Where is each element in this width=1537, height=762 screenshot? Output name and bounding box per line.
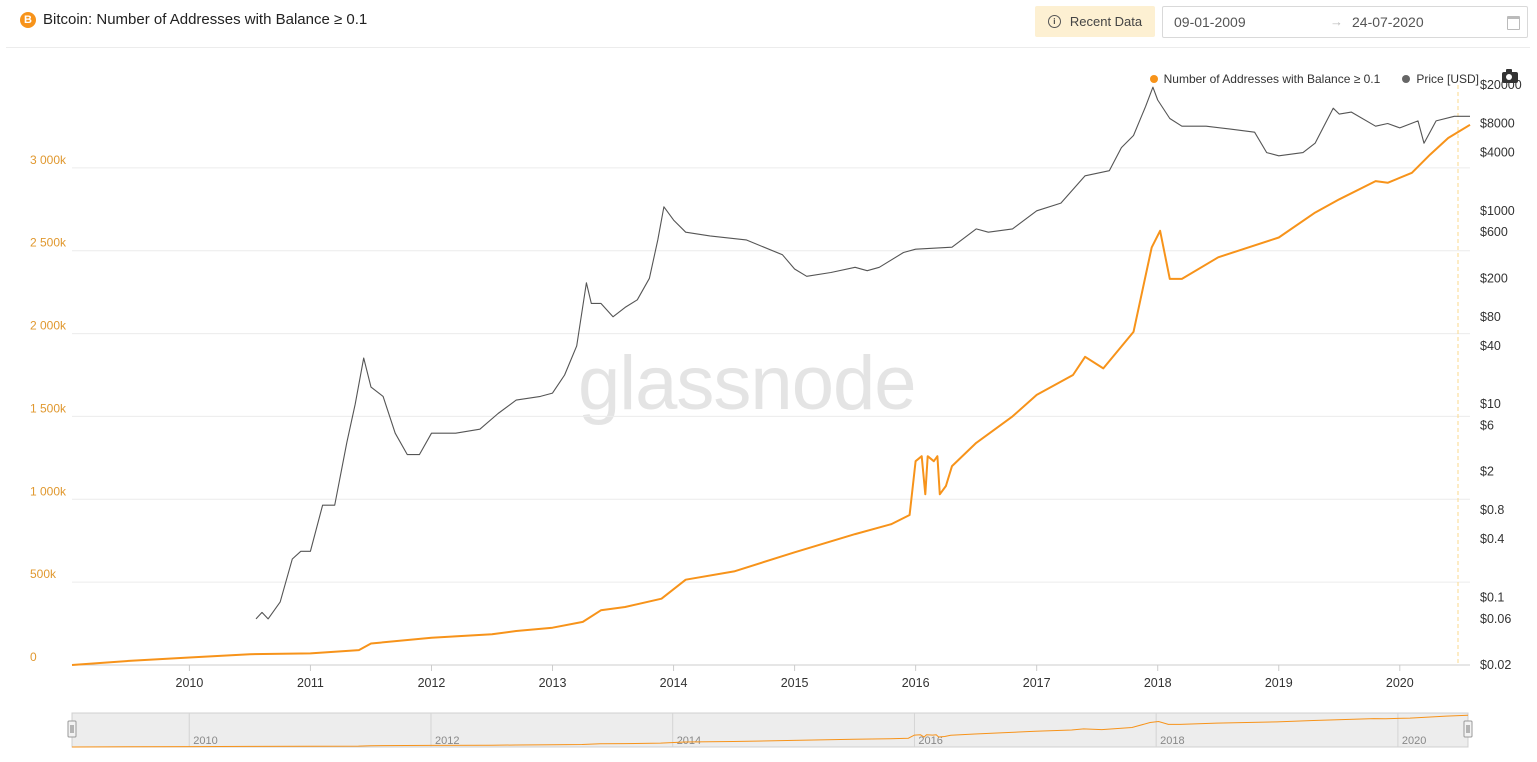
legend-label-price: Price [USD] bbox=[1416, 72, 1479, 86]
navigator-handle-left[interactable] bbox=[67, 720, 77, 738]
x-tick-label: 2016 bbox=[902, 676, 930, 690]
navigator-mask bbox=[71, 712, 1469, 748]
right-tick-label: $0.06 bbox=[1480, 612, 1511, 626]
right-tick-label: $1000 bbox=[1480, 204, 1515, 218]
page-title: Bitcoin: Number of Addresses with Balanc… bbox=[43, 11, 368, 28]
right-tick-label: $0.02 bbox=[1480, 658, 1511, 672]
x-tick-label: 2011 bbox=[297, 676, 324, 690]
left-tick-label: 1 500k bbox=[30, 401, 67, 415]
right-tick-label: $0.8 bbox=[1480, 503, 1504, 517]
calendar-icon[interactable] bbox=[1507, 16, 1520, 30]
navigator-tick-label: 2014 bbox=[677, 735, 701, 747]
range-navigator[interactable]: 2010 2012 2014 2016 2018 2020 bbox=[67, 712, 1473, 748]
date-range-picker[interactable]: → bbox=[1162, 6, 1528, 38]
right-tick-label: $200 bbox=[1480, 271, 1508, 285]
end-date-input[interactable] bbox=[1352, 7, 1492, 37]
x-tick-label: 2012 bbox=[418, 676, 446, 690]
x-tick-label: 2015 bbox=[781, 676, 809, 690]
legend-item-addresses[interactable]: Number of Addresses with Balance ≥ 0.1 bbox=[1149, 72, 1381, 86]
x-tick-label: 2018 bbox=[1144, 676, 1172, 690]
x-axis: 2010 2011 2012 2013 2014 2015 2016 2017 2018 2019… bbox=[176, 665, 1414, 690]
range-arrow-icon: → bbox=[1330, 14, 1343, 29]
price-line bbox=[255, 86, 1470, 620]
left-tick-label: 3 000k bbox=[30, 153, 67, 167]
addresses-line bbox=[71, 123, 1471, 666]
start-date-input[interactable] bbox=[1174, 7, 1314, 37]
x-tick-label: 2020 bbox=[1386, 676, 1414, 690]
chart-legend: Number of Addresses with Balance ≥ 0.1 P… bbox=[1128, 72, 1479, 86]
camera-icon[interactable] bbox=[1502, 69, 1518, 83]
series-lines bbox=[71, 86, 1471, 666]
navigator-series bbox=[71, 714, 1469, 748]
right-tick-label: $80 bbox=[1480, 310, 1501, 324]
bitcoin-icon: B bbox=[20, 11, 36, 28]
chart-header: B Bitcoin: Number of Addresses with Bala… bbox=[6, 5, 1530, 48]
navigator-tick-label: 2018 bbox=[1160, 735, 1184, 747]
recent-data-label: Recent Data bbox=[1069, 14, 1143, 29]
navigator-tick-label: 2016 bbox=[918, 735, 942, 747]
title-group: B Bitcoin: Number of Addresses with Bala… bbox=[20, 11, 367, 28]
right-axis: $0.02 $0.06 $0.1 $0.4 $0.8 $2 $6 $10 $40 $80 $200 $… bbox=[1480, 78, 1522, 672]
right-tick-label: $40 bbox=[1480, 339, 1501, 353]
left-axis: 0 500k 1 000k 1 500k 2 000k 2 500k 3 000k bbox=[30, 153, 67, 664]
right-tick-label: $600 bbox=[1480, 225, 1508, 239]
right-tick-label: $0.1 bbox=[1480, 590, 1504, 604]
right-tick-label: $4000 bbox=[1480, 146, 1515, 160]
right-tick-label: $2 bbox=[1480, 465, 1494, 479]
right-tick-label: $0.4 bbox=[1480, 532, 1504, 546]
left-tick-label: 500k bbox=[30, 567, 57, 581]
x-tick-label: 2014 bbox=[660, 676, 688, 690]
x-tick-label: 2013 bbox=[539, 676, 567, 690]
x-tick-label: 2010 bbox=[176, 676, 204, 690]
right-tick-label: $6 bbox=[1480, 419, 1494, 433]
left-tick-label: 1 000k bbox=[30, 484, 67, 498]
navigator-tick-label: 2020 bbox=[1402, 735, 1426, 747]
navigator-tick-label: 2010 bbox=[193, 735, 217, 747]
legend-label-addresses: Number of Addresses with Balance ≥ 0.1 bbox=[1163, 72, 1381, 86]
grid-lines bbox=[72, 85, 1470, 666]
legend-dot-price bbox=[1402, 75, 1411, 83]
left-tick-label: 0 bbox=[30, 650, 37, 664]
x-tick-label: 2019 bbox=[1265, 676, 1293, 690]
right-tick-label: $8000 bbox=[1480, 116, 1515, 130]
navigator-handle-right[interactable] bbox=[1463, 720, 1473, 738]
navigator-tick-label: 2012 bbox=[435, 735, 459, 747]
left-tick-label: 2 000k bbox=[30, 319, 67, 333]
left-tick-label: 2 500k bbox=[30, 236, 67, 250]
info-icon: i bbox=[1047, 15, 1061, 28]
recent-data-button[interactable]: i Recent Data bbox=[1035, 6, 1155, 37]
legend-item-price[interactable]: Price [USD] bbox=[1402, 72, 1479, 86]
right-tick-label: $20000 bbox=[1480, 78, 1522, 92]
legend-dot-addresses bbox=[1149, 75, 1158, 83]
right-tick-label: $10 bbox=[1480, 397, 1501, 411]
x-tick-label: 2017 bbox=[1023, 676, 1051, 690]
